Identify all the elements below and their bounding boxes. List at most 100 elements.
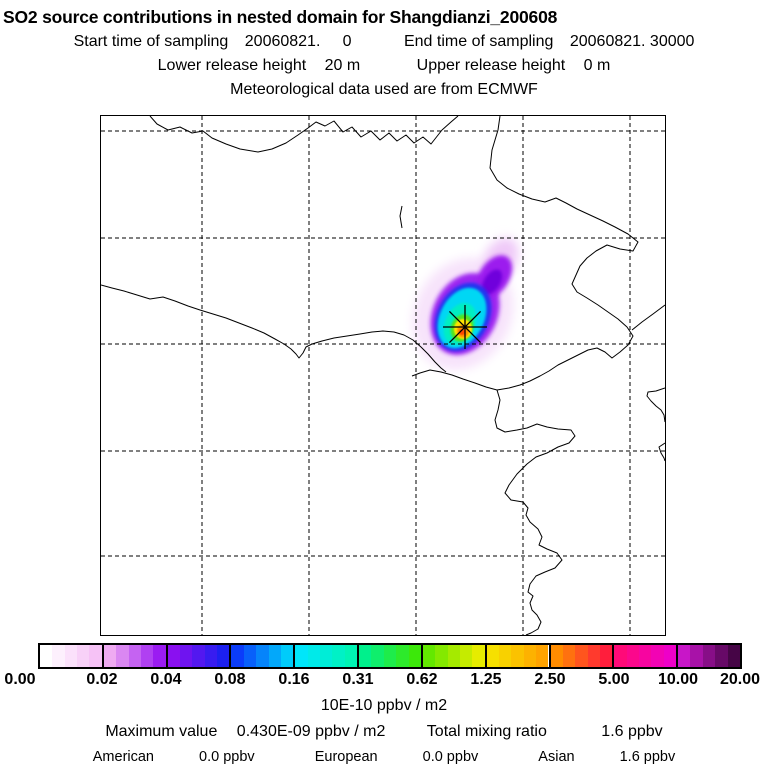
region-value: 1.6 ppbv [619, 749, 676, 765]
colorbar-cell [307, 645, 320, 667]
colorbar-cell [256, 645, 269, 667]
colorbar-cell [575, 645, 588, 667]
colorbar-cell [626, 645, 640, 667]
colorbar-cell [435, 645, 448, 667]
colorbar-cell [280, 645, 294, 667]
colorbar-cell [103, 645, 117, 667]
colorbar-tick-label: 2.50 [534, 671, 566, 688]
map-svg [101, 116, 665, 635]
colorbar-cell [332, 645, 345, 667]
colorbar-cell [702, 645, 716, 667]
colorbar-cell [231, 645, 244, 667]
colorbar-tick-label: 0.62 [406, 671, 438, 688]
colorbar-cell [639, 645, 652, 667]
colorbar-tick-label: 1.25 [470, 671, 502, 688]
station-marker [443, 305, 487, 349]
colorbar-tick-label: 0.16 [278, 671, 310, 688]
max-value-label: Maximum value [105, 723, 218, 740]
colorbar-cell [89, 645, 102, 667]
colorbar-cell [614, 645, 627, 667]
end-time-value: 20060821. 30000 [569, 33, 695, 50]
colorbar [38, 643, 742, 669]
colorbar-cell [167, 645, 180, 667]
colorbar-cell [536, 645, 549, 667]
colorbar-units-label: 10E-10 ppbv / m2 [320, 697, 448, 714]
colorbar-cell [727, 645, 740, 667]
colorbar-cell [192, 645, 205, 667]
upper-release-label: Upper release height [416, 57, 566, 74]
end-time-label: End time of sampling [403, 33, 554, 50]
map-plot [100, 115, 666, 636]
coastline [149, 116, 459, 153]
colorbar-cell [599, 645, 613, 667]
colorbar-cell [663, 645, 677, 667]
region-name: American [92, 749, 154, 765]
coastline [658, 442, 665, 462]
colorbar-segment [103, 645, 168, 667]
colorbar-cell [359, 645, 372, 667]
colorbar-cell [383, 645, 397, 667]
met-data-line: Meteorological data used are from ECMWF [230, 81, 538, 98]
colorbar-segment [231, 645, 296, 667]
colorbar-cell [678, 645, 691, 667]
colorbar-segment [614, 645, 679, 667]
colorbar-cell [52, 645, 65, 667]
colorbar-tick-label: 5.00 [598, 671, 630, 688]
region-contributions-line: American 0.0 ppbv European 0.0 ppbv Asia… [0, 749, 768, 765]
colorbar-cell [128, 645, 141, 667]
colorbar-cell [153, 645, 166, 667]
mixing-ratio-value: 1.6 ppbv [601, 723, 663, 740]
colorbar-cell [64, 645, 78, 667]
colorbar-cell [217, 645, 230, 667]
colorbar-segment [422, 645, 487, 667]
start-time-label: Start time of sampling [73, 33, 229, 50]
coastline [399, 205, 403, 229]
colorbar-tick-labels: 0.00 0.02 0.04 0.08 0.16 0.31 0.62 1.25 2.50 5.00… [0, 671, 768, 691]
colorbar-cell [523, 645, 537, 667]
colorbar-cell [396, 645, 409, 667]
colorbar-cell [408, 645, 421, 667]
colorbar-cell [319, 645, 333, 667]
plume-layer [459, 329, 465, 335]
colorbar-segment [486, 645, 551, 667]
colorbar-tick-label: 0.08 [214, 671, 246, 688]
page-title: SO2 source contributions in nested domai… [3, 7, 558, 27]
colorbar-segment [40, 645, 104, 667]
region-name: Asian [538, 749, 575, 765]
colorbar-cell [140, 645, 154, 667]
colorbar-cell [459, 645, 473, 667]
colorbar-cell [587, 645, 600, 667]
colorbar-cell [344, 645, 358, 667]
coastline [646, 387, 665, 423]
plume-layer [481, 269, 503, 295]
colorbar-cell [295, 645, 308, 667]
max-value: 0.430E-09 ppbv / m2 [236, 723, 386, 740]
colorbar-segment [550, 645, 615, 667]
region-value: 0.0 ppbv [422, 749, 479, 765]
lower-release-value: 20 m [324, 57, 361, 74]
colorbar-cell [179, 645, 193, 667]
colorbar-tick-label: 10.00 [657, 671, 699, 688]
colorbar-cell [422, 645, 436, 667]
colorbar-segment [167, 645, 232, 667]
colorbar-tick-label: 0.04 [150, 671, 182, 688]
colorbar-cell [243, 645, 257, 667]
colorbar-cell [511, 645, 524, 667]
colorbar-cell [77, 645, 90, 667]
colorbar-cell [268, 645, 281, 667]
colorbar-cell [204, 645, 218, 667]
colorbar-cell [486, 645, 500, 667]
region-name: European [314, 749, 378, 765]
colorbar-cell [40, 645, 53, 667]
colorbar-cell [690, 645, 703, 667]
coastline [631, 304, 665, 331]
coastline [411, 116, 639, 391]
mixing-ratio-label: Total mixing ratio [426, 723, 547, 740]
coastline [101, 284, 447, 373]
start-time-value: 20060821. 0 [244, 33, 352, 50]
coastline [494, 389, 576, 635]
colorbar-tick-label: 0.31 [342, 671, 374, 688]
colorbar-cell [499, 645, 512, 667]
colorbar-cell [550, 645, 563, 667]
colorbar-cell [562, 645, 576, 667]
